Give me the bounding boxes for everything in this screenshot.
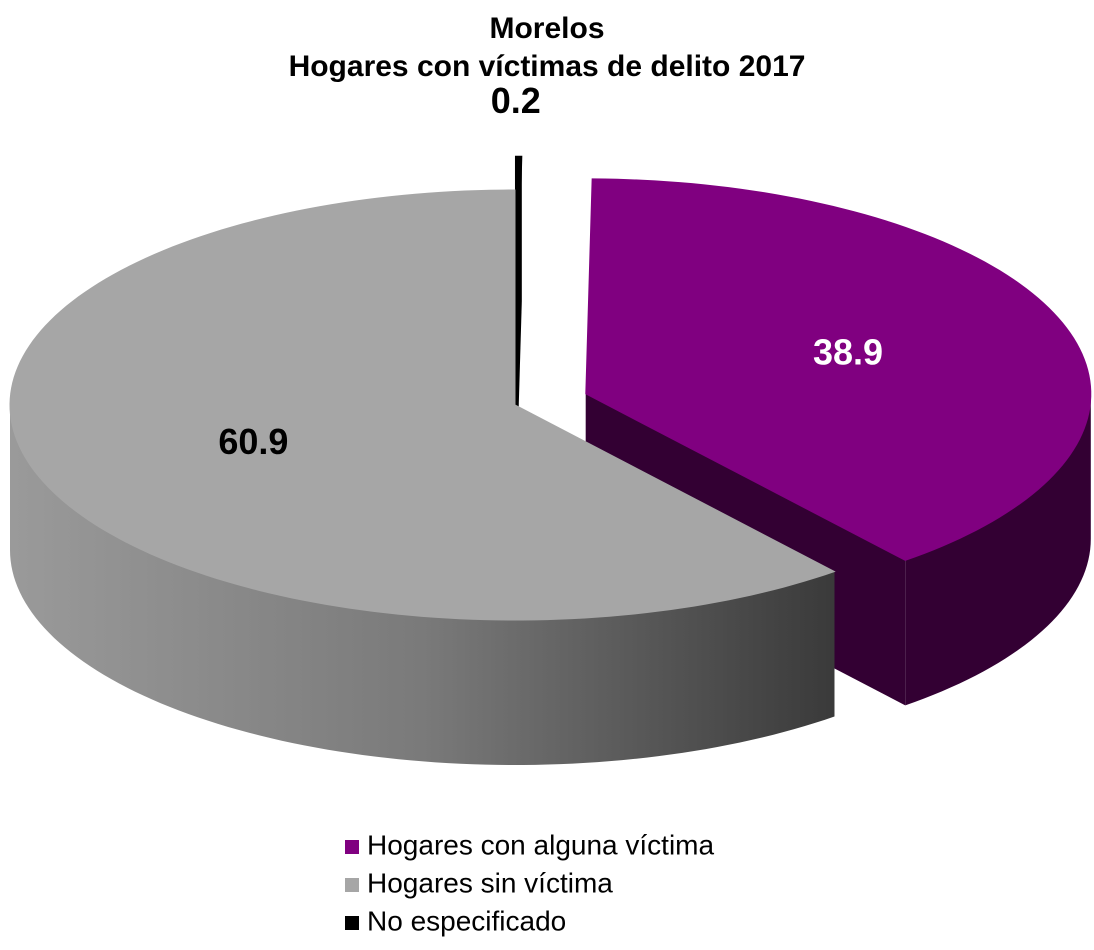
legend-item: No especificado	[345, 905, 566, 936]
slice-side	[905, 393, 1091, 706]
legend-label: No especificado	[367, 905, 566, 936]
data-label: 38.9	[813, 331, 883, 372]
legend-swatch	[345, 916, 359, 930]
chart-title: Morelos	[489, 12, 604, 45]
legend-swatch	[345, 878, 359, 892]
slice-side	[10, 405, 835, 765]
legend-swatch	[345, 840, 359, 854]
slice	[585, 178, 1092, 561]
legend-item: Hogares sin víctima	[345, 867, 613, 898]
legend-label: Hogares sin víctima	[367, 867, 613, 898]
data-label: 60.9	[218, 421, 288, 462]
legend-label: Hogares con alguna víctima	[367, 829, 715, 860]
slice	[9, 189, 836, 621]
data-label: 0.2	[491, 80, 541, 121]
chart-subtitle: Hogares con víctimas de delito 2017	[289, 50, 806, 83]
legend-item: Hogares con alguna víctima	[345, 829, 715, 860]
